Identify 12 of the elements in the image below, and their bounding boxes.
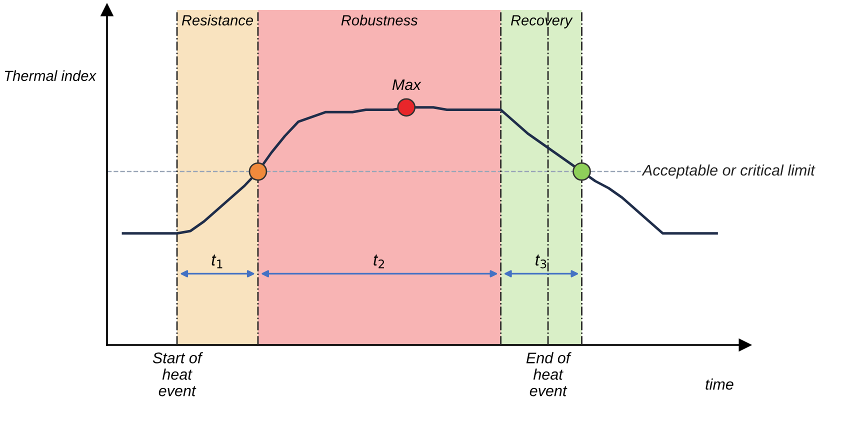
annotation: t$_{2}$ [374, 254, 384, 268]
text: Resistance [182, 14, 254, 26]
text: Recovery [510, 15, 573, 28]
x-axis-title: time [706, 378, 734, 390]
ref-line-label: Acceptable or critical limit [642, 164, 816, 179]
y-axis-title: Thermal index [4, 70, 96, 82]
text: End of heat event [526, 352, 572, 396]
text: Robustness [341, 14, 418, 26]
text: Max [392, 79, 422, 90]
annotation: t$_{1}$ [212, 254, 222, 268]
text: Start of heat event [152, 352, 203, 396]
annotation: t$_{3}$ [536, 254, 546, 268]
